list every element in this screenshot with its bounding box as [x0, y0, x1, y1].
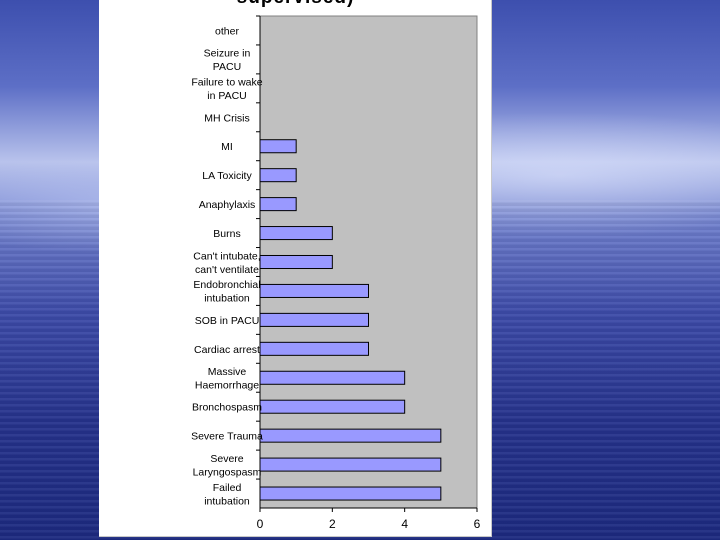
bar: [259, 370, 406, 385]
bar: [259, 226, 333, 241]
category-label-line: Burns: [213, 228, 240, 240]
category-label-line: Failed: [213, 482, 242, 494]
category-label-line: Anaphylaxis: [199, 199, 256, 211]
category-label-line: Laryngospasm: [193, 466, 262, 478]
bar: [259, 399, 406, 414]
category-label: SOB in PACU: [195, 315, 260, 327]
category-label: Can't intubate, can't ventilate: [193, 250, 260, 276]
category-label: LA Toxicity: [202, 170, 252, 182]
bar: [259, 254, 333, 270]
category-label: Failed intubation: [204, 482, 250, 508]
category-label-line: Bronchospasm: [192, 402, 262, 414]
category-label: Anaphylaxis: [199, 199, 256, 211]
bar: [259, 486, 442, 501]
category-label-line: other: [215, 25, 239, 37]
category-label-line: Haemorrhage: [195, 380, 259, 392]
category-label-line: Massive: [208, 366, 247, 378]
category-label: Seizure in PACU: [204, 48, 251, 74]
category-label: MI: [221, 141, 233, 153]
category-label: Severe Laryngospasm: [193, 453, 262, 479]
category-label-line: PACU: [213, 61, 241, 73]
bar: [259, 457, 442, 472]
x-tick-label: 2: [329, 517, 336, 531]
category-label-line: Seizure in: [204, 48, 251, 60]
category-label-line: intubation: [204, 495, 250, 507]
category-label: Burns: [213, 228, 240, 240]
category-label-line: in PACU: [207, 90, 246, 102]
category-label: MH Crisis: [204, 112, 250, 124]
bar: [259, 139, 297, 154]
chart-title: supervised): [99, 0, 491, 9]
bar: [259, 428, 442, 443]
category-label: Bronchospasm: [192, 402, 262, 414]
x-tick-label: 6: [474, 517, 481, 531]
category-label-line: Cardiac arrest: [194, 344, 260, 356]
bar: [259, 283, 369, 298]
x-tick-label: 4: [401, 517, 408, 531]
bar: [259, 341, 369, 356]
category-label-line: LA Toxicity: [202, 170, 252, 182]
category-label: other: [215, 25, 239, 37]
category-label: Massive Haemorrhage: [195, 366, 259, 392]
bar: [259, 312, 369, 327]
category-label-line: MI: [221, 141, 233, 153]
category-label-line: Can't intubate,: [193, 250, 260, 262]
category-label-line: Severe Trauma: [191, 431, 263, 443]
category-label: Failure to wake in PACU: [191, 77, 262, 103]
category-label-line: MH Crisis: [204, 112, 250, 124]
category-label-line: SOB in PACU: [195, 315, 260, 327]
x-tick-label: 0: [257, 517, 264, 531]
bar: [259, 197, 297, 212]
category-label-line: Endobronchial: [193, 279, 260, 291]
category-label: Severe Trauma: [191, 431, 263, 443]
category-label-line: can't ventilate: [195, 264, 259, 276]
category-label: Endobronchial intubation: [193, 279, 260, 305]
category-label-line: Failure to wake: [191, 77, 262, 89]
category-label-line: intubation: [204, 293, 250, 305]
category-label: Cardiac arrest: [194, 344, 260, 356]
bar-chart: other Seizure in PACU Failure to wake in PAC…: [191, 15, 481, 531]
category-label-line: Severe: [210, 453, 243, 465]
bar: [259, 168, 297, 183]
